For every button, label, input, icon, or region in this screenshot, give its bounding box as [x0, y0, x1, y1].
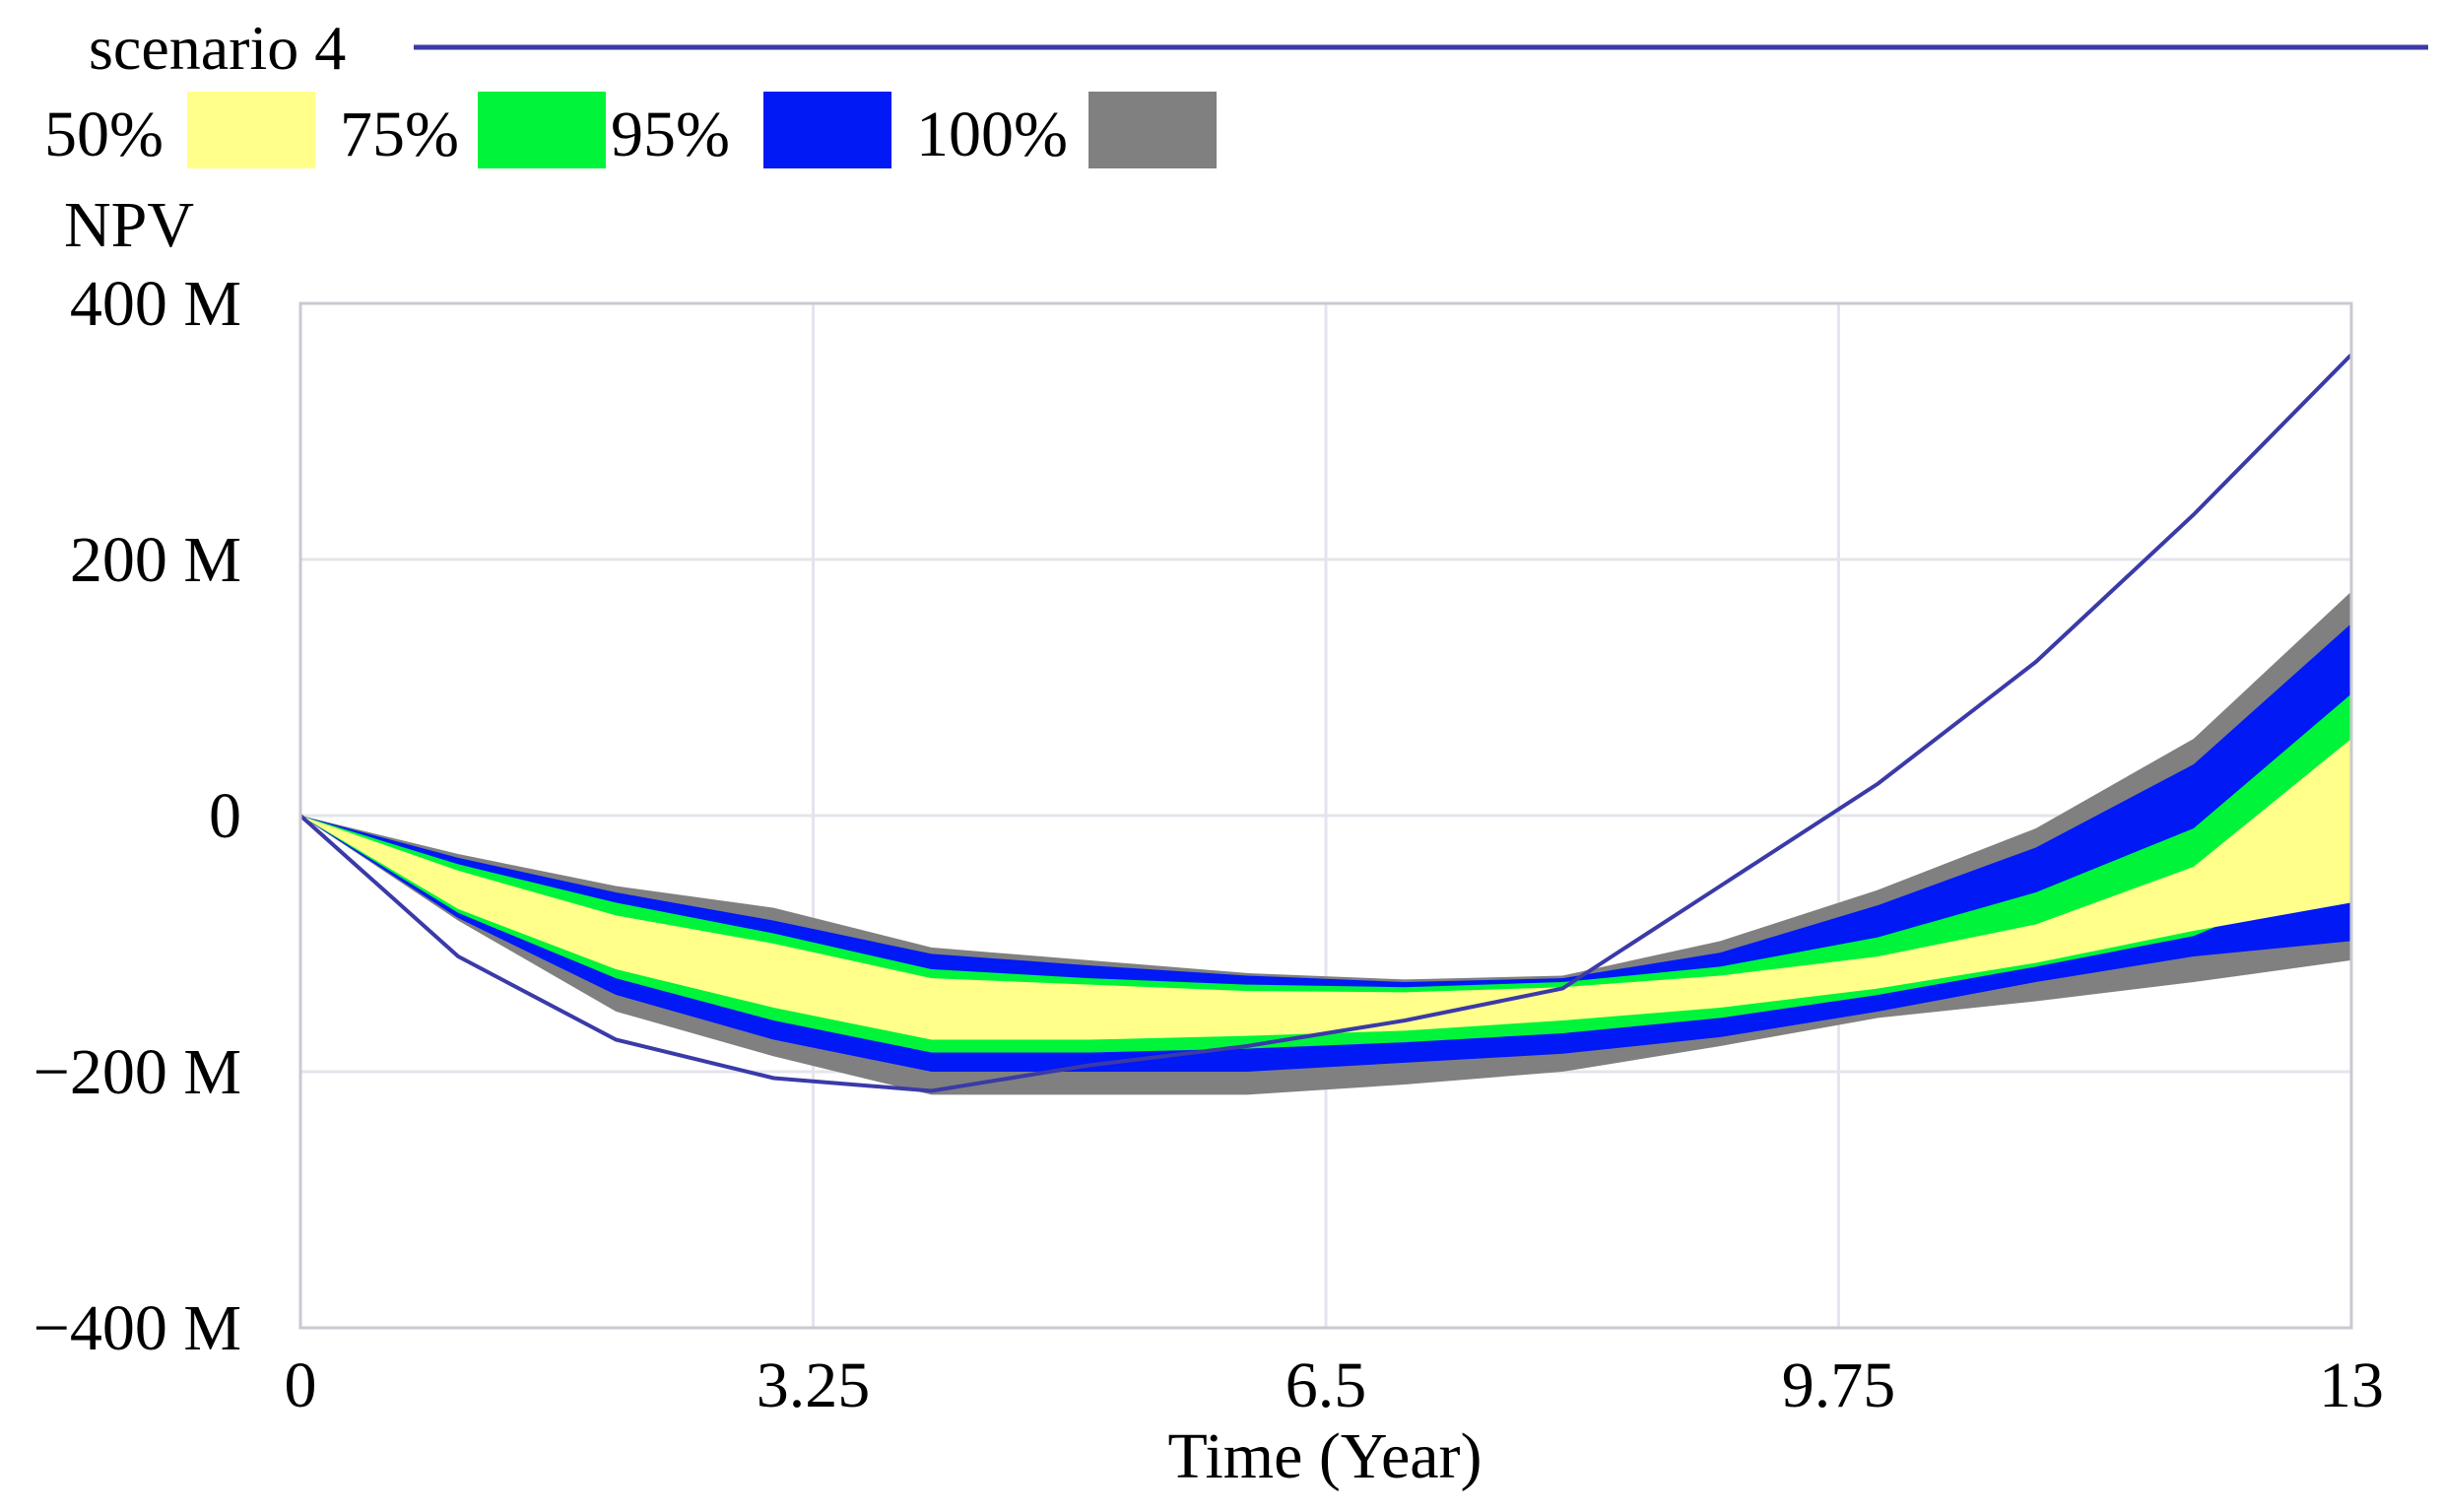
legend-label: 100% — [916, 99, 1068, 170]
x-axis-title: Time (Year) — [1167, 1420, 1482, 1492]
y-tick-label: 400 M — [70, 268, 241, 340]
legend-label: 75% — [340, 99, 459, 170]
x-tick-label: 3.25 — [757, 1349, 871, 1421]
legend-swatch — [187, 92, 315, 168]
scenario-line — [298, 353, 2353, 1093]
series-label: scenario 4 — [89, 13, 346, 83]
legend-swatch — [763, 92, 891, 168]
x-tick-label: 13 — [2319, 1349, 2384, 1421]
y-tick-label: −200 M — [33, 1036, 241, 1108]
legend-label: 95% — [611, 99, 730, 170]
line-series — [298, 353, 2353, 1093]
y-tick-label: −400 M — [33, 1292, 241, 1364]
x-tick-labels: 0 3.25 6.5 9.75 13 — [285, 1349, 2385, 1421]
x-tick-label: 9.75 — [1782, 1349, 1896, 1421]
y-tick-labels: 400 M 200 M 0 −200 M −400 M — [33, 268, 241, 1364]
x-tick-label: 6.5 — [1286, 1349, 1367, 1421]
y-axis-title: NPV — [64, 189, 194, 261]
y-tick-label: 0 — [209, 780, 241, 852]
legend-swatch — [478, 92, 606, 168]
plot-frame — [298, 301, 2353, 1330]
y-tick-label: 200 M — [70, 524, 241, 596]
gridlines — [298, 301, 2353, 1330]
legend: 50% 75% 95% 100% — [44, 92, 1217, 170]
bands — [300, 591, 2351, 1095]
legend-label: 50% — [44, 99, 164, 170]
band-50 — [300, 739, 2351, 1040]
legend-swatch — [1088, 92, 1217, 168]
x-tick-label: 0 — [285, 1349, 317, 1421]
